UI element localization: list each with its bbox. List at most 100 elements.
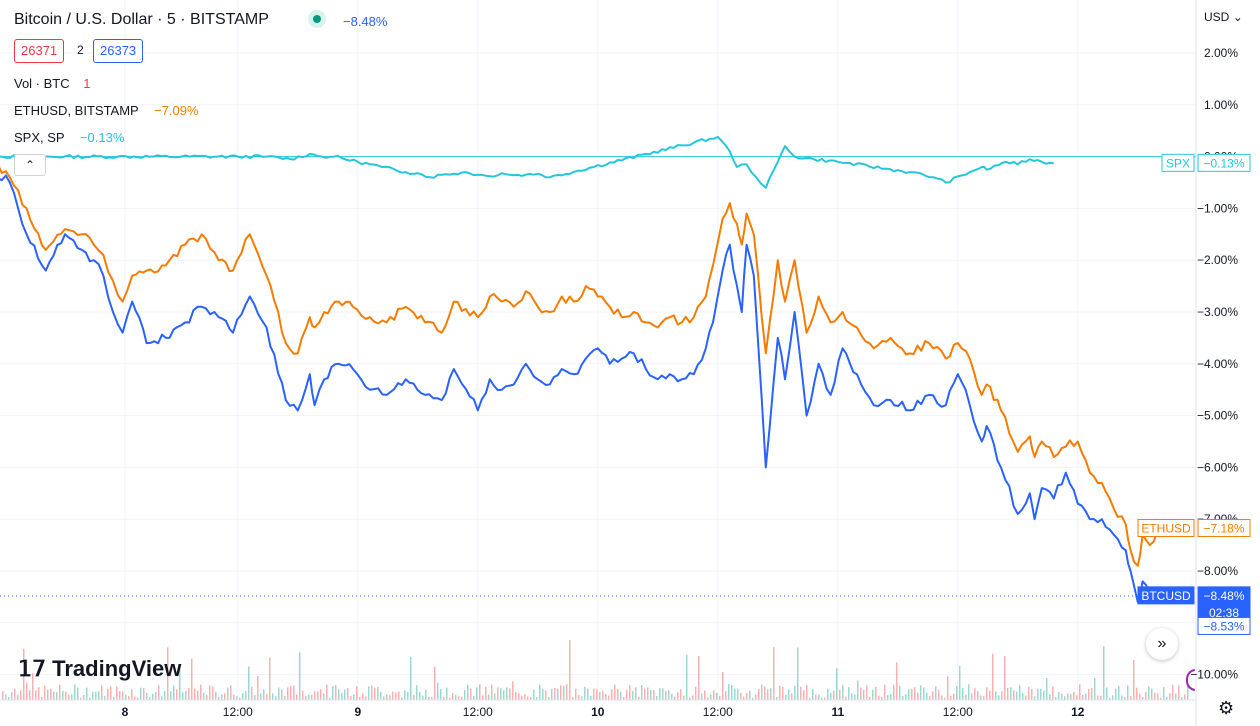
volume-bar [833,690,835,700]
volume-bar [857,680,859,700]
volume-bar [293,685,295,700]
volume-bar [836,668,838,700]
volume-bar [11,692,13,700]
logo-text: TradingView [52,656,182,681]
volume-bar [749,690,751,700]
volume-bar [218,696,220,700]
x-tick-label: 12:00 [463,705,493,719]
bid-price[interactable]: 26371 [14,39,65,63]
volume-bar [341,692,343,700]
volume-bar [59,684,61,700]
volume-bar [320,689,322,700]
volume-bar [164,691,166,700]
volume-bar [242,693,244,700]
currency-select[interactable]: USD ⌄ [1204,10,1243,24]
volume-bar [269,657,271,700]
x-tick-label: 12:00 [223,705,253,719]
volume-bar [911,688,913,700]
settings-gear-icon[interactable]: ⚙ [1218,698,1235,718]
main-change: −8.48% [343,14,388,29]
volume-bar [119,691,121,700]
symbol-title[interactable]: Bitcoin / U.S. Dollar · 5 · BITSTAMP [14,11,269,28]
legend-spx[interactable]: SPX, SP −0.13% [14,130,124,145]
volume-bar [344,689,346,700]
volume-bar [923,687,925,700]
tradingview-logo[interactable]: 𝟣𝟩 TradingView [18,656,181,682]
volume-bar [521,695,523,700]
volume-bar [281,689,283,700]
volume-bar [488,694,490,700]
volume-bar [233,694,235,700]
volume-bar [386,694,388,700]
volume-bar [89,697,91,700]
volume-bar [731,685,733,700]
volume-bar [1091,687,1093,700]
volume-bar [830,692,832,700]
volume-bar [287,687,289,700]
volume-bar [446,687,448,700]
volume-bar [599,691,601,700]
volume-bar [275,696,277,700]
volume-bar [884,684,886,700]
volume-bar [1109,697,1111,700]
volume-bar [377,687,379,700]
volume-bar [227,687,229,700]
volume-bar [383,696,385,700]
volume-bar [935,686,937,700]
volume-bar [86,687,88,700]
volume-bar [608,695,610,700]
volume-bar [1046,678,1048,700]
volume-bar [650,689,652,700]
ask-price[interactable]: 26373 [93,39,144,63]
volume-bar [737,688,739,700]
volume-bar [893,684,895,700]
volume-bar [374,687,376,700]
volume-bar [1142,697,1144,700]
volume-bar [506,687,508,700]
volume-bar [425,689,427,700]
volume-bar [311,694,313,700]
y-tick-label: −4.00% [1197,357,1238,371]
volume-bar [986,687,988,700]
volume-bar [71,694,73,700]
collapse-legend-button[interactable]: ⌃ [14,154,46,176]
volume-bar [587,688,589,700]
volume-bar [581,696,583,700]
volume-bar [1103,646,1105,700]
volume-bar [1019,685,1021,700]
volume-bar [944,697,946,700]
volume-bar [512,681,514,700]
scroll-to-realtime-button[interactable]: » [1146,628,1178,660]
series-lines [0,135,1187,604]
legend-eth-value: −7.09% [154,103,199,118]
volume-bar [818,694,820,700]
volume-bar [143,687,145,700]
volume-bar [674,696,676,700]
volume-bar [77,687,79,700]
legend-volume[interactable]: Vol · BTC 1 [14,76,90,91]
volume-bar [1115,688,1117,700]
volume-bar [401,697,403,700]
volume-bar [230,685,232,700]
volume-bar [323,693,325,700]
volume-bar [800,686,802,700]
volume-bar [362,693,364,700]
market-status-icon[interactable] [308,10,326,28]
volume-bar [773,647,775,700]
legend-eth[interactable]: ETHUSD, BITSTAMP −7.09% [14,103,199,118]
volume-bar [578,695,580,700]
btc-tag-time: 02:38 [1209,606,1239,620]
volume-bar [179,669,181,700]
volume-bar [665,690,667,700]
volume-bar [1067,693,1069,700]
volume-bar [956,686,958,700]
volume-bar [896,662,898,700]
volume-bar [605,693,607,700]
volume-bar [152,693,154,700]
volume-bar [1112,695,1114,700]
legend-volume-value: 1 [83,76,91,91]
btc-tag-low-box [1197,616,1251,635]
volume-bar [329,697,331,700]
